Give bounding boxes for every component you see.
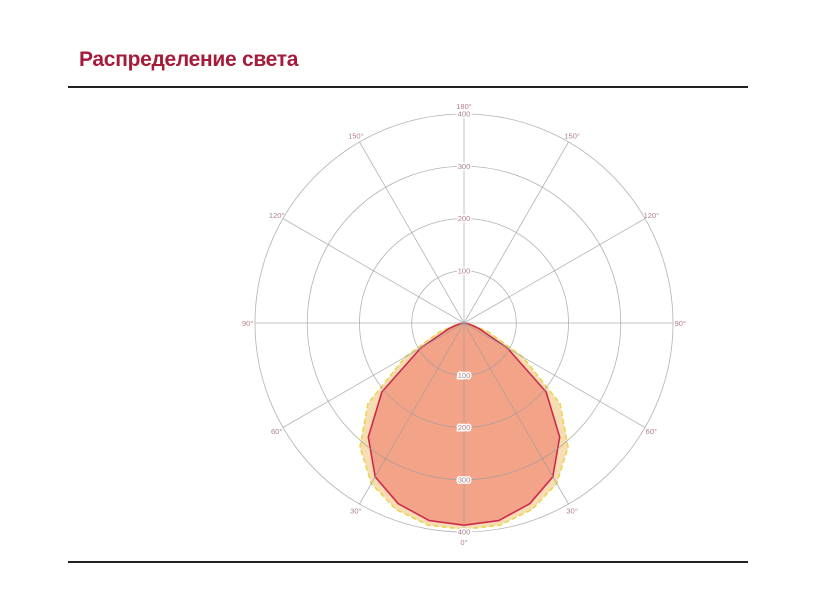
angle-label: 180° bbox=[456, 102, 472, 111]
radial-tick-label: 100 bbox=[458, 371, 471, 380]
angle-label: 150° bbox=[348, 132, 364, 141]
title-divider bbox=[68, 86, 748, 88]
bottom-divider bbox=[68, 561, 748, 563]
angle-label: 60° bbox=[271, 427, 282, 436]
angle-label: 60° bbox=[646, 427, 657, 436]
angle-label: 120° bbox=[269, 211, 285, 220]
radial-tick-label: 100 bbox=[458, 266, 471, 275]
angle-label: 30° bbox=[566, 506, 577, 515]
radial-tick-label: 200 bbox=[458, 423, 471, 432]
angle-label: 120° bbox=[644, 211, 660, 220]
radial-tick-label: 300 bbox=[458, 475, 471, 484]
angle-label: 90° bbox=[675, 319, 686, 328]
angle-label: 0° bbox=[460, 538, 467, 547]
angle-label: 150° bbox=[564, 132, 580, 141]
radial-tick-label: 400 bbox=[458, 110, 471, 119]
angle-label: 90° bbox=[242, 319, 253, 328]
radial-tick-label: 400 bbox=[458, 528, 471, 537]
grid-spoke-150 bbox=[359, 141, 569, 505]
radial-tick-label: 200 bbox=[458, 214, 471, 223]
radial-tick-label: 300 bbox=[458, 162, 471, 171]
angle-label: 30° bbox=[350, 506, 361, 515]
page-title: Распределение света bbox=[79, 48, 299, 71]
